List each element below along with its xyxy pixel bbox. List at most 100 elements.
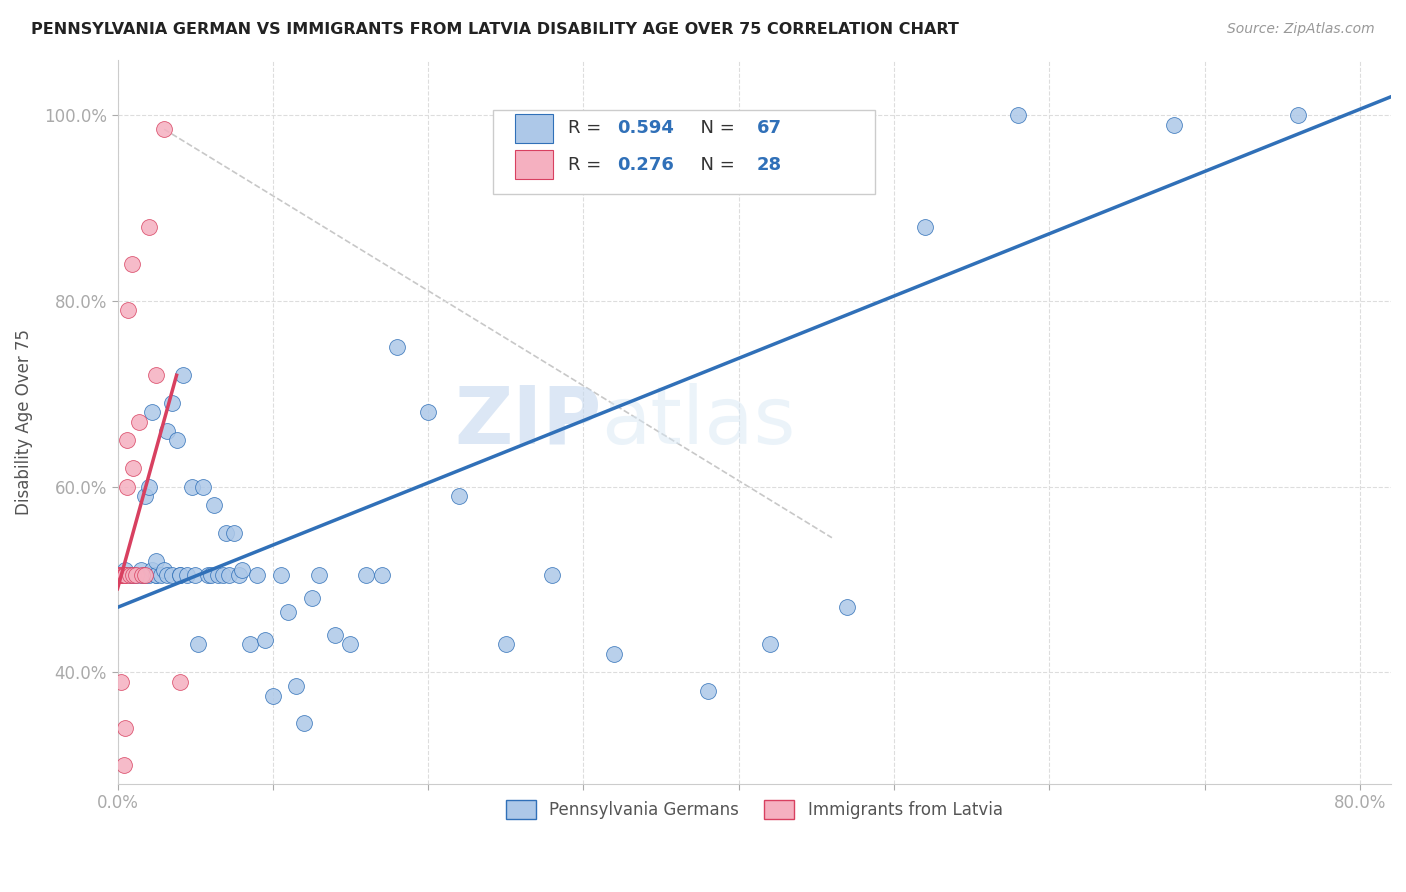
Point: [160, 396, 183, 410]
Y-axis label: Disability Age Over 75: Disability Age Over 75: [15, 328, 32, 515]
Point: [131, 567, 153, 582]
Point: [141, 563, 163, 577]
Text: 67: 67: [756, 120, 782, 137]
Point: [153, 563, 176, 577]
Point: [323, 628, 346, 642]
Point: [156, 424, 179, 438]
Point: [181, 480, 204, 494]
Point: [128, 415, 150, 429]
Point: [212, 567, 235, 582]
Point: [1163, 118, 1185, 132]
Text: Source: ZipAtlas.com: Source: ZipAtlas.com: [1227, 22, 1375, 37]
Point: [115, 434, 138, 448]
Point: [696, 684, 718, 698]
Point: [418, 405, 440, 419]
Point: [270, 567, 292, 582]
Text: atlas: atlas: [602, 383, 796, 460]
Point: [121, 257, 143, 271]
FancyBboxPatch shape: [494, 111, 876, 194]
Text: 28: 28: [756, 155, 782, 174]
Point: [215, 526, 238, 541]
Point: [169, 674, 191, 689]
Point: [370, 567, 392, 582]
Point: [176, 567, 198, 582]
Point: [114, 563, 136, 577]
Point: [114, 721, 136, 735]
Point: [134, 567, 156, 582]
Point: [603, 647, 626, 661]
Point: [1286, 108, 1309, 122]
Point: [156, 567, 179, 582]
Point: [1007, 108, 1029, 122]
Point: [145, 567, 167, 582]
Point: [125, 567, 148, 582]
Point: [117, 303, 139, 318]
Point: [138, 567, 160, 582]
Point: [110, 567, 132, 582]
Point: [122, 567, 145, 582]
Text: R =: R =: [568, 120, 607, 137]
Point: [145, 567, 167, 582]
Point: [141, 405, 163, 419]
Point: [108, 567, 131, 582]
Point: [308, 567, 330, 582]
Point: [169, 567, 191, 582]
Point: [111, 567, 134, 582]
Point: [385, 340, 408, 354]
Point: [112, 567, 135, 582]
Point: [160, 567, 183, 582]
Point: [277, 605, 299, 619]
Text: PENNSYLVANIA GERMAN VS IMMIGRANTS FROM LATVIA DISABILITY AGE OVER 75 CORRELATION: PENNSYLVANIA GERMAN VS IMMIGRANTS FROM L…: [31, 22, 959, 37]
Point: [114, 567, 136, 582]
Point: [150, 567, 173, 582]
Point: [169, 567, 191, 582]
Text: 0.276: 0.276: [617, 155, 673, 174]
Point: [112, 758, 135, 772]
Point: [145, 554, 167, 568]
Point: [112, 567, 135, 582]
Point: [759, 638, 782, 652]
Text: R =: R =: [568, 155, 607, 174]
Point: [122, 461, 145, 475]
Point: [118, 567, 141, 582]
Point: [197, 567, 219, 582]
Point: [222, 526, 245, 541]
Point: [202, 498, 225, 512]
Text: ZIP: ZIP: [454, 383, 602, 460]
Point: [125, 567, 148, 582]
Point: [262, 689, 284, 703]
Legend: Pennsylvania Germans, Immigrants from Latvia: Pennsylvania Germans, Immigrants from La…: [499, 794, 1010, 826]
Point: [246, 567, 269, 582]
Point: [191, 480, 214, 494]
Point: [172, 368, 194, 383]
Point: [200, 567, 222, 582]
Point: [122, 567, 145, 582]
Point: [134, 489, 156, 503]
Point: [449, 489, 471, 503]
Text: 0.594: 0.594: [617, 120, 673, 137]
Point: [129, 563, 152, 577]
Point: [238, 638, 260, 652]
Point: [115, 480, 138, 494]
Point: [110, 674, 132, 689]
Point: [207, 567, 229, 582]
Point: [495, 638, 517, 652]
Point: [231, 563, 253, 577]
Point: [339, 638, 361, 652]
Point: [292, 716, 315, 731]
FancyBboxPatch shape: [515, 150, 553, 179]
Point: [184, 567, 207, 582]
Point: [114, 567, 136, 582]
Point: [218, 567, 240, 582]
Point: [254, 632, 277, 647]
Point: [914, 219, 936, 234]
Text: N =: N =: [689, 155, 741, 174]
Point: [108, 567, 131, 582]
Point: [285, 679, 308, 693]
Point: [138, 480, 160, 494]
Point: [837, 600, 859, 615]
Point: [111, 567, 134, 582]
Point: [228, 567, 250, 582]
Point: [134, 567, 156, 582]
Point: [138, 219, 160, 234]
